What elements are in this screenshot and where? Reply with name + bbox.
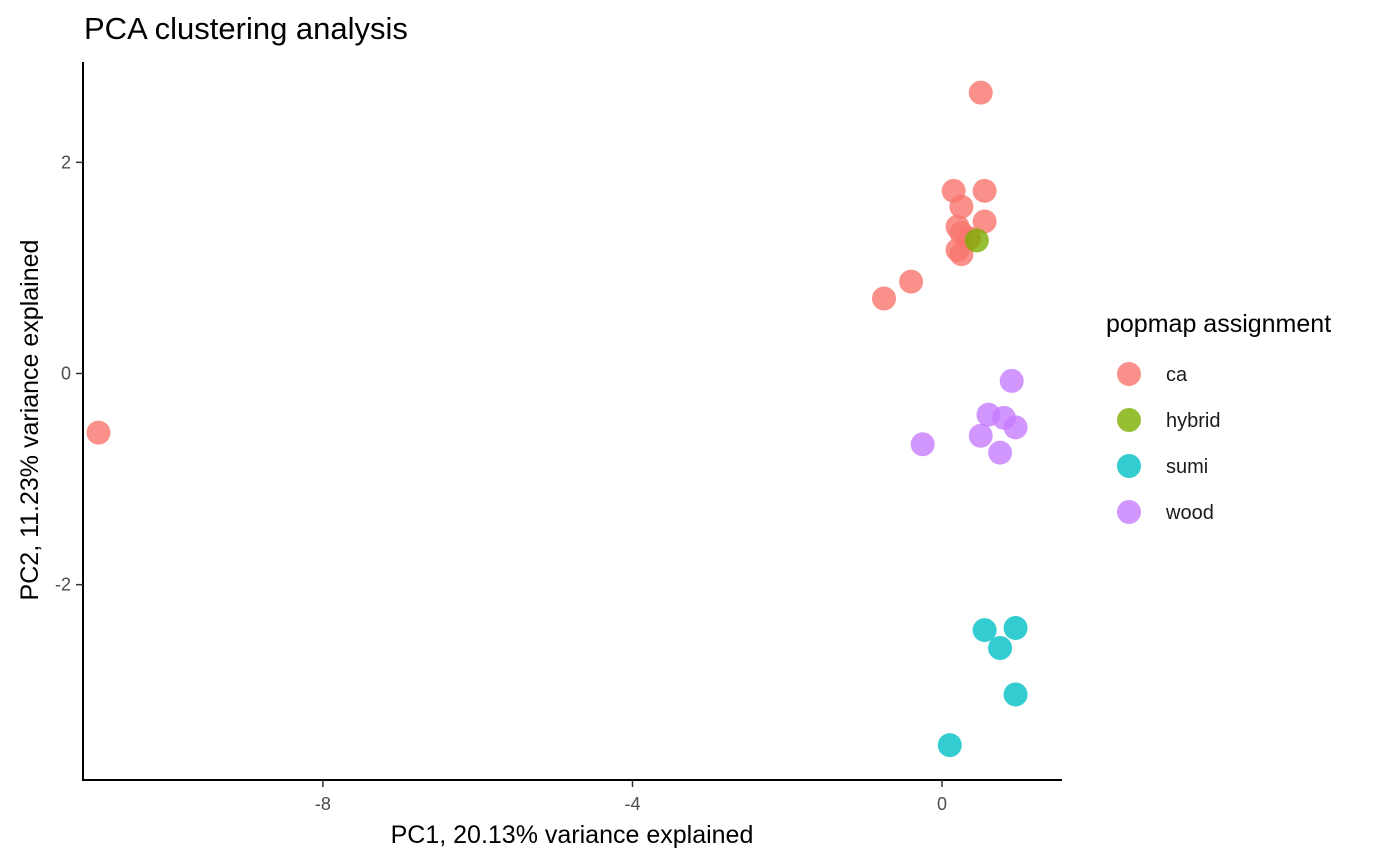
points-layer	[86, 80, 1028, 758]
y-tick-label: 2	[61, 152, 71, 172]
legend-key-ca	[1117, 362, 1141, 386]
legend-label-wood: wood	[1165, 502, 1214, 524]
x-tick-label: -8	[315, 794, 331, 814]
data-point-sumi-0	[1003, 615, 1028, 640]
legend-label-hybrid: hybrid	[1166, 410, 1220, 432]
data-point-ca-5	[972, 209, 997, 234]
y-axis-title: PC2, 11.23% variance explained	[16, 240, 44, 601]
legend: popmap assignment ca hybrid sumi wood	[1106, 310, 1331, 524]
data-point-wood-4	[968, 423, 993, 448]
y-tick-label: -2	[55, 575, 71, 595]
data-point-wood-6	[988, 440, 1013, 465]
data-point-sumi-1	[972, 618, 997, 643]
data-point-wood-5	[910, 432, 935, 457]
data-point-sumi-3	[1003, 682, 1028, 707]
data-point-ca-1	[968, 80, 993, 105]
data-point-sumi-2	[988, 636, 1013, 661]
ticks-layer: -8 -4 0 -2 0 2	[55, 152, 947, 814]
legend-key-sumi	[1117, 454, 1141, 478]
data-point-sumi-4	[937, 733, 962, 758]
legend-label-sumi: sumi	[1166, 456, 1208, 478]
chart-title: PCA clustering analysis	[84, 11, 408, 46]
legend-items: ca hybrid sumi wood	[1117, 362, 1220, 524]
data-point-wood-3	[1003, 415, 1028, 440]
data-point-ca-0	[86, 420, 111, 445]
data-point-ca-11	[899, 269, 924, 294]
data-point-ca-12	[872, 286, 896, 311]
x-tick-label: -4	[624, 794, 640, 814]
x-axis-title: PC1, 20.13% variance explained	[391, 821, 754, 849]
legend-key-wood	[1117, 500, 1141, 524]
data-point-wood-0	[999, 368, 1024, 393]
data-point-ca-4	[949, 194, 974, 219]
y-tick-label: 0	[61, 363, 71, 383]
data-point-ca-10	[949, 242, 974, 267]
legend-key-hybrid	[1117, 408, 1141, 432]
data-point-ca-3	[972, 178, 997, 203]
legend-title: popmap assignment	[1106, 310, 1331, 338]
legend-label-ca: ca	[1166, 364, 1188, 386]
x-tick-label: 0	[937, 794, 947, 814]
data-point-hybrid-0	[964, 228, 989, 253]
